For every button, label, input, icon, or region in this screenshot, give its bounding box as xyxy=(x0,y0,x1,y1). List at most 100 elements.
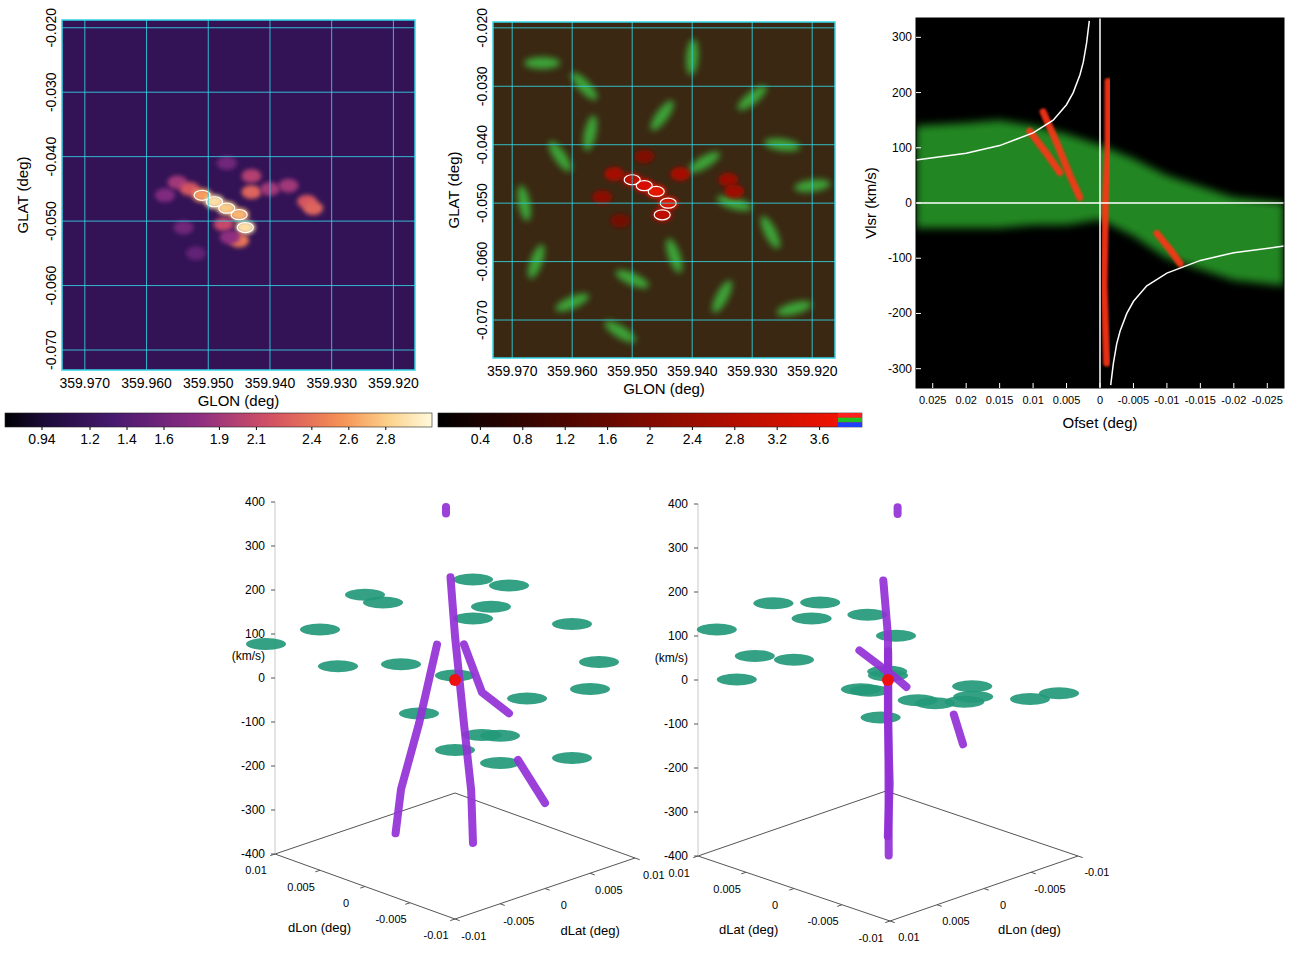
stream xyxy=(464,644,509,713)
tick-label: 0.005 xyxy=(713,883,741,895)
emission-source xyxy=(724,184,744,198)
grid-line xyxy=(269,20,270,370)
tick xyxy=(450,919,455,921)
contour xyxy=(648,186,664,196)
cloud xyxy=(735,650,775,662)
tick-label: 359.960 xyxy=(547,363,598,379)
grid-line xyxy=(493,27,835,28)
tick-label: 0.01 xyxy=(898,931,919,943)
map-background xyxy=(62,20,415,370)
cloud xyxy=(570,683,610,695)
green-emission xyxy=(775,298,813,319)
tick-label: 359.960 xyxy=(121,375,172,391)
grid-line xyxy=(331,20,332,370)
colorbar-tick xyxy=(219,427,220,430)
tick xyxy=(916,92,921,93)
colorbar-tick xyxy=(385,427,386,430)
emission-source xyxy=(592,190,612,204)
grid-line xyxy=(62,156,415,157)
emission-source xyxy=(241,169,261,183)
contour xyxy=(654,210,670,220)
tick xyxy=(271,854,275,855)
tick-label: 0.01 xyxy=(1022,394,1043,406)
axis-title: dLat (deg) xyxy=(719,922,778,937)
grid-line xyxy=(812,22,813,358)
tick-label: 0.005 xyxy=(1053,394,1081,406)
tick-label: -300 xyxy=(241,803,265,817)
map-panel: 359.970359.960359.950359.940359.930359.9… xyxy=(438,8,862,447)
cloud xyxy=(480,730,520,742)
grid-line xyxy=(208,20,209,370)
tick xyxy=(694,680,698,681)
tick xyxy=(271,722,275,723)
figure: 359.970359.960359.950359.940359.930359.9… xyxy=(0,0,1290,957)
tick-label: 359.920 xyxy=(368,375,419,391)
tick xyxy=(1033,383,1034,388)
emission-source xyxy=(235,221,255,235)
cloud xyxy=(453,613,493,625)
colorbar-tick xyxy=(311,427,312,430)
cloud xyxy=(453,574,493,586)
tick xyxy=(1200,383,1201,388)
tick-label: 0.02 xyxy=(955,394,976,406)
green-emission xyxy=(708,278,735,315)
floor-edge xyxy=(698,856,890,921)
map-background xyxy=(493,22,835,358)
tick-label: 0.01 xyxy=(643,869,664,881)
floor-edge xyxy=(455,858,635,919)
emission-source xyxy=(278,179,298,193)
pv-background xyxy=(916,18,1284,388)
floor-edge xyxy=(698,791,886,856)
tick xyxy=(885,921,890,923)
tick-label: -0.01 xyxy=(859,932,884,944)
tick-label: -0.050 xyxy=(474,183,490,223)
tick-label: 0 xyxy=(343,897,349,909)
grid-line xyxy=(692,22,693,358)
tick xyxy=(694,504,698,505)
tick-label: 300 xyxy=(245,539,265,553)
grid-line xyxy=(62,350,415,351)
reference-line xyxy=(1099,18,1101,388)
tick-label: -0.070 xyxy=(474,300,490,340)
tick xyxy=(1066,383,1067,388)
colorbar-tick xyxy=(256,427,257,430)
cloud xyxy=(507,692,547,704)
axis-title: (km/s) xyxy=(232,649,265,663)
cloud xyxy=(847,609,887,621)
tick-label: 200 xyxy=(892,86,912,100)
colorbar-label: 0.8 xyxy=(513,431,533,447)
tick xyxy=(271,590,275,591)
cloud xyxy=(552,618,592,630)
tick-label: 200 xyxy=(668,585,688,599)
tick-label: 0.005 xyxy=(595,884,623,896)
cloud xyxy=(552,752,592,764)
tick-label: 0 xyxy=(561,899,567,911)
tick xyxy=(694,548,698,549)
tick xyxy=(271,678,275,679)
tick-label: -100 xyxy=(241,715,265,729)
tick xyxy=(270,854,275,856)
tick xyxy=(545,889,550,891)
colorbar-label: 1.2 xyxy=(80,431,100,447)
green-emission xyxy=(757,214,784,252)
axis-title: dLon (deg) xyxy=(288,920,351,935)
grid-line xyxy=(393,20,394,370)
tick-label: 359.930 xyxy=(727,363,778,379)
tick xyxy=(789,889,794,891)
grid-line xyxy=(62,285,415,286)
colorbar-tick xyxy=(650,427,651,430)
tick-label: 0 xyxy=(772,899,778,911)
tick xyxy=(916,37,921,38)
cloud xyxy=(1039,687,1079,699)
tick xyxy=(694,592,698,593)
tick-label: 0 xyxy=(905,196,912,210)
frame xyxy=(493,22,835,358)
colorbar-tick xyxy=(127,427,128,430)
map-image xyxy=(493,22,835,358)
tick xyxy=(916,203,921,204)
stream xyxy=(954,715,963,745)
tick-label: 0 xyxy=(1000,899,1006,911)
colorbar-label: 2.6 xyxy=(339,431,359,447)
grid-line xyxy=(752,22,753,358)
stream xyxy=(894,507,902,514)
